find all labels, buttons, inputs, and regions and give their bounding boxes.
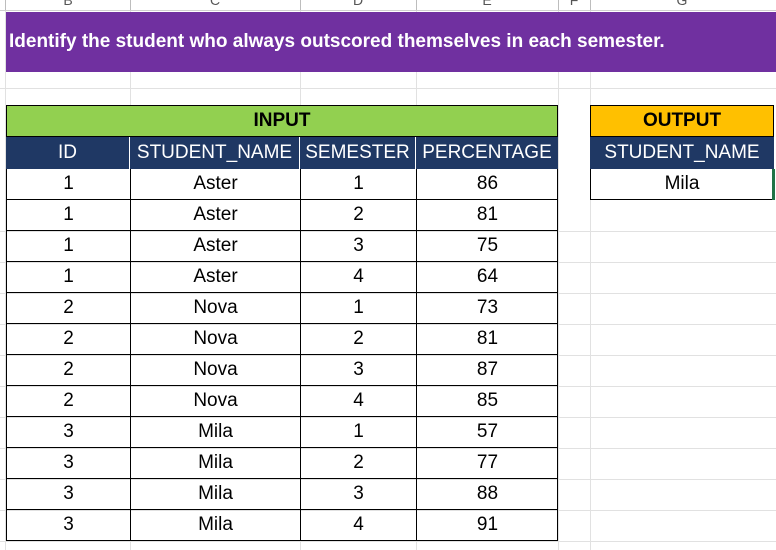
column-letter[interactable]: F	[569, 0, 579, 8]
cell-percentage[interactable]: 77	[417, 448, 558, 479]
cell-id[interactable]: 2	[7, 293, 131, 324]
cell-id[interactable]: 3	[7, 417, 131, 448]
cell-semester[interactable]: 4	[301, 510, 417, 541]
table-row: 1 Aster 4 64	[7, 262, 559, 293]
cell-semester[interactable]: 4	[301, 262, 417, 293]
cell-percentage[interactable]: 91	[417, 510, 558, 541]
cell-id[interactable]: 1	[7, 169, 131, 200]
table-row: 2 Nova 1 73	[7, 293, 559, 324]
cell-id[interactable]: 3	[7, 510, 131, 541]
cell-student-name[interactable]: Nova	[131, 324, 301, 355]
cell-student-name[interactable]: Aster	[131, 169, 301, 200]
cell-percentage[interactable]: 87	[417, 355, 558, 386]
cell-percentage[interactable]: 64	[417, 262, 558, 293]
cell-percentage[interactable]: 81	[417, 200, 558, 231]
table-row: 2 Nova 4 85	[7, 386, 559, 417]
cell-id[interactable]: 2	[7, 324, 131, 355]
cell-semester[interactable]: 2	[301, 200, 417, 231]
selection-edge	[772, 169, 775, 200]
header-semester[interactable]: SEMESTER	[300, 137, 416, 169]
header-student-name[interactable]: STUDENT_NAME	[130, 137, 300, 169]
cell-semester[interactable]: 1	[301, 417, 417, 448]
column-letter[interactable]: E	[482, 0, 492, 8]
cell-percentage[interactable]: 88	[417, 479, 558, 510]
table-row: 3 Mila 1 57	[7, 417, 559, 448]
cell-semester[interactable]: 1	[301, 293, 417, 324]
cell-percentage[interactable]: 73	[417, 293, 558, 324]
cell-student-name[interactable]: Mila	[131, 479, 301, 510]
output-title[interactable]: OUTPUT	[590, 105, 774, 137]
cell-percentage[interactable]: 81	[417, 324, 558, 355]
cell-student-name[interactable]: Mila	[131, 448, 301, 479]
cell-semester[interactable]: 2	[301, 448, 417, 479]
column-letter[interactable]: D	[352, 0, 364, 8]
cell-percentage[interactable]: 85	[417, 386, 558, 417]
column-letter[interactable]: G	[676, 0, 688, 8]
table-row: 2 Nova 3 87	[7, 355, 559, 386]
cell-id[interactable]: 3	[7, 448, 131, 479]
table-row: 3 Mila 2 77	[7, 448, 559, 479]
cell-student-name[interactable]: Mila	[131, 417, 301, 448]
question-banner[interactable]: Identify the student who always outscore…	[6, 12, 776, 72]
cell-semester[interactable]: 3	[301, 231, 417, 262]
table-row: 1 Aster 1 86	[7, 169, 559, 200]
cell-semester[interactable]: 3	[301, 355, 417, 386]
cell-id[interactable]: 2	[7, 355, 131, 386]
cell-student-name[interactable]: Aster	[131, 231, 301, 262]
input-title[interactable]: INPUT	[6, 105, 558, 137]
table-row: 3 Mila 3 88	[7, 479, 559, 510]
cell-percentage[interactable]: 75	[417, 231, 558, 262]
header-id[interactable]: ID	[6, 137, 130, 169]
column-letter[interactable]: C	[209, 0, 221, 8]
cell-semester[interactable]: 3	[301, 479, 417, 510]
table-row: 3 Mila 4 91	[7, 510, 559, 541]
cell-id[interactable]: 1	[7, 200, 131, 231]
cell-semester[interactable]: 1	[301, 169, 417, 200]
input-table: 1 Aster 1 86 1 Aster 2 81 1 Aster 3 75 1…	[6, 169, 558, 541]
cell-student-name[interactable]: Aster	[131, 262, 301, 293]
table-row: 1 Aster 3 75	[7, 231, 559, 262]
cell-student-name[interactable]: Nova	[131, 355, 301, 386]
cell-percentage[interactable]: 57	[417, 417, 558, 448]
cell-student-name[interactable]: Nova	[131, 293, 301, 324]
table-row: 1 Aster 2 81	[7, 200, 559, 231]
table-row: 2 Nova 2 81	[7, 324, 559, 355]
cell-id[interactable]: 3	[7, 479, 131, 510]
cell-id[interactable]: 2	[7, 386, 131, 417]
output-header-student-name[interactable]: STUDENT_NAME	[590, 137, 774, 169]
cell-id[interactable]: 1	[7, 231, 131, 262]
cell-student-name[interactable]: Mila	[131, 510, 301, 541]
header-percentage[interactable]: PERCENTAGE	[416, 137, 558, 169]
cell-semester[interactable]: 4	[301, 386, 417, 417]
output-cell[interactable]: Mila	[590, 169, 774, 200]
cell-student-name[interactable]: Aster	[131, 200, 301, 231]
column-header-strip: B C D E F G	[0, 0, 776, 11]
cell-id[interactable]: 1	[7, 262, 131, 293]
column-letter[interactable]: B	[63, 0, 73, 8]
cell-semester[interactable]: 2	[301, 324, 417, 355]
cell-percentage[interactable]: 86	[417, 169, 558, 200]
question-text: Identify the student who always outscore…	[9, 31, 665, 52]
cell-student-name[interactable]: Nova	[131, 386, 301, 417]
